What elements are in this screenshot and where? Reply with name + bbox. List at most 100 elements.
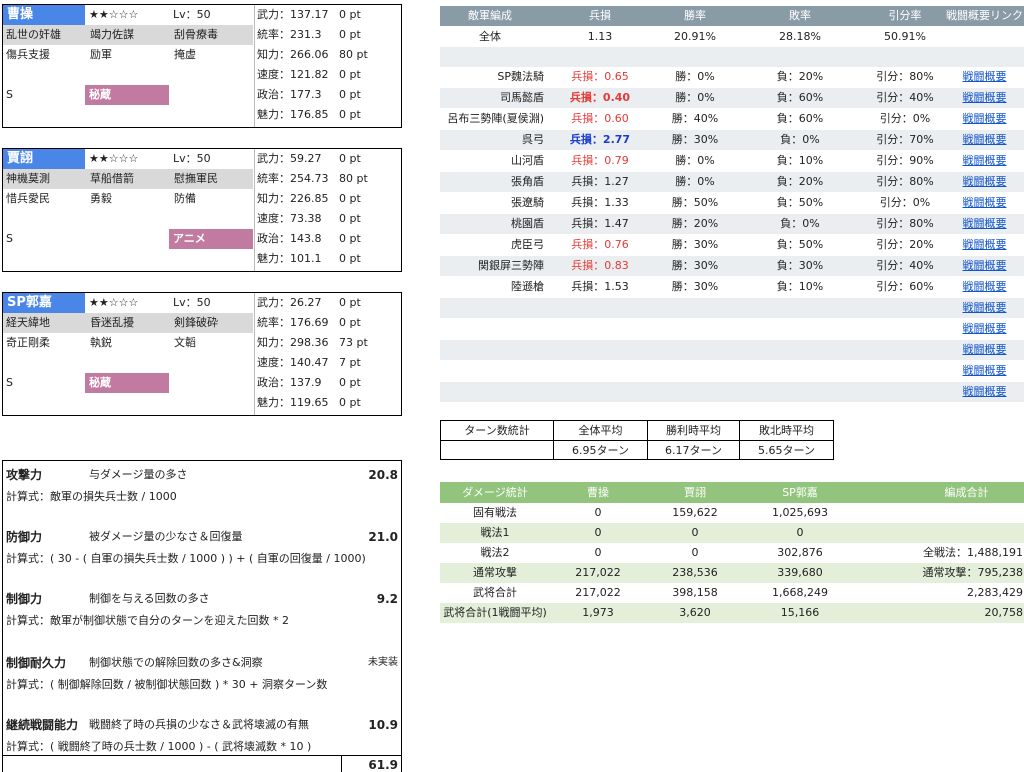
stat-label: 速度：140.47 <box>257 356 329 369</box>
damage-total: 全戦法：1,488,191 <box>923 546 1023 559</box>
damage-row: 通常攻撃 217,022 238,536 339,680 通常攻撃：795,23… <box>440 563 1024 583</box>
win-rate: 勝：0% <box>675 154 715 167</box>
battle-summary-link[interactable]: 戦闘概要 <box>962 259 1007 272</box>
metric-title: 攻撃力 <box>6 468 43 482</box>
turn-header-lose: 敗北時平均 <box>759 424 814 437</box>
stat-label: 知力：298.36 <box>257 336 329 349</box>
metric-title: 制御耐久力 <box>6 656 67 670</box>
damage-header-c2: 賈詡 <box>684 486 706 499</box>
damage-header-c1: 曹操 <box>587 486 609 499</box>
damage-c1: 217,022 <box>575 586 621 599</box>
damage-c3: 339,680 <box>777 566 823 579</box>
stat-label: 速度：121.82 <box>257 68 329 81</box>
damage-label: 武将合計(1戦闘平均) <box>443 606 547 619</box>
damage-label: 固有戦法 <box>473 506 517 519</box>
battle-summary-link[interactable]: 戦闘概要 <box>962 364 1007 377</box>
draw-rate: 引分：80% <box>876 217 934 230</box>
grade: S <box>6 88 13 101</box>
stat-points: 0 pt <box>339 108 361 121</box>
stat-label: 知力：266.06 <box>257 48 329 61</box>
battle-summary-link[interactable]: 戦闘概要 <box>962 175 1007 188</box>
stat-points: 0 pt <box>339 88 361 101</box>
skill-2: 草船借箭 <box>87 169 171 189</box>
stat-label: 武力：137.17 <box>257 8 329 21</box>
lose-rate: 負：60% <box>776 112 824 125</box>
stat-points: 80 pt <box>339 48 368 61</box>
turn-value-win: 6.17ターン <box>665 444 722 457</box>
damage-row: 武将合計 217,022 398,158 1,668,249 2,283,429 <box>440 583 1024 603</box>
lose-rate: 負：30% <box>776 259 824 272</box>
damage-c3: 15,166 <box>780 606 820 619</box>
skill-3: 刮骨療毒 <box>171 25 253 45</box>
battle-summary-link[interactable]: 戦闘概要 <box>962 91 1007 104</box>
stat-points: 0 pt <box>339 396 361 409</box>
lose-rate: 負：0% <box>780 217 820 230</box>
star-rating: ★★☆☆☆ <box>89 8 139 21</box>
level: Lv：50 <box>173 296 211 309</box>
damage-label: 戦法2 <box>480 546 510 559</box>
metric-title: 継続戦闘能力 <box>6 718 79 732</box>
metric-value: 20.8 <box>368 468 398 482</box>
stat-label: 統率：176.69 <box>257 316 329 329</box>
battle-summary-link[interactable]: 戦闘概要 <box>962 343 1007 356</box>
stat-points: 0 pt <box>339 28 361 41</box>
stat-label: 知力：226.85 <box>257 192 329 205</box>
win-rate: 勝：30% <box>671 133 719 146</box>
draw-rate: 引分：40% <box>876 91 934 104</box>
damage-c3: 0 <box>796 526 804 539</box>
win-rate: 勝：50% <box>671 196 719 209</box>
battle-row: 張角盾 兵損：1.27 勝：0% 負：20% 引分：80% 戦闘概要 <box>440 172 1024 192</box>
damage-c1: 1,973 <box>582 606 614 619</box>
lose-rate: 負：0% <box>780 133 820 146</box>
metric-value: 21.0 <box>368 530 398 544</box>
draw-rate: 引分：20% <box>876 238 934 251</box>
skill-2: 竭力佐謀 <box>87 25 171 45</box>
battle-row: 司馬懿盾 兵損：0.40 勝：0% 負：60% 引分：40% 戦闘概要 <box>440 88 1024 108</box>
loss-value: 兵損：1.47 <box>571 217 629 230</box>
stat-label: 政治：143.8 <box>257 232 322 245</box>
damage-c1: 217,022 <box>575 566 621 579</box>
metric-value: 10.9 <box>368 718 398 732</box>
lose-rate: 負：60% <box>776 91 824 104</box>
damage-c3: 1,025,693 <box>772 506 828 519</box>
turn-header-all: 全体平均 <box>578 424 623 437</box>
stat-points: 0 pt <box>339 152 361 165</box>
battle-summary-link[interactable]: 戦闘概要 <box>962 301 1007 314</box>
stat-points: 0 pt <box>339 68 361 81</box>
skill-2: 昏迷乱擾 <box>87 313 171 333</box>
battle-summary-link[interactable]: 戦闘概要 <box>962 196 1007 209</box>
battle-summary-link[interactable]: 戦闘概要 <box>962 280 1007 293</box>
damage-c1: 0 <box>594 526 602 539</box>
battle-summary-link[interactable]: 戦闘概要 <box>962 112 1007 125</box>
battle-summary-link[interactable]: 戦闘概要 <box>962 154 1007 167</box>
enemy-name: 山河盾 <box>511 154 544 167</box>
overall-win: 20.91% <box>674 30 716 43</box>
battle-row-empty: 戦闘概要 <box>440 382 1024 402</box>
metric-description: 戦闘終了時の兵損の少なさ＆武将壊滅の有無 <box>89 718 309 731</box>
badge: 秘蔵 <box>85 373 169 393</box>
battle-summary-link[interactable]: 戦闘概要 <box>962 133 1007 146</box>
damage-total <box>910 503 1024 523</box>
level: Lv：50 <box>173 8 211 21</box>
battle-summary-link[interactable]: 戦闘概要 <box>962 238 1007 251</box>
damage-row: 武将合計(1戦闘平均) 1,973 3,620 15,166 20,758 <box>440 603 1024 623</box>
battle-row: 呉弓 兵損：2.77 勝：30% 負：0% 引分：70% 戦闘概要 <box>440 130 1024 150</box>
stat-points: 0 pt <box>339 316 361 329</box>
loss-value: 兵損：0.60 <box>571 112 629 125</box>
battle-summary-link[interactable]: 戦闘概要 <box>962 322 1007 335</box>
battle-summary-link[interactable]: 戦闘概要 <box>962 385 1007 398</box>
star-rating: ★★☆☆☆ <box>89 152 139 165</box>
stat-points: 7 pt <box>339 356 361 369</box>
skill-5: 勇毅 <box>90 192 112 205</box>
battle-summary-link[interactable]: 戦闘概要 <box>962 217 1007 230</box>
win-rate: 勝：40% <box>671 112 719 125</box>
damage-header-label: ダメージ統計 <box>462 486 528 499</box>
battle-row: 関銀屏三勢陣 兵損：0.83 勝：30% 負：30% 引分：40% 戦闘概要 <box>440 256 1024 276</box>
loss-value: 兵損：0.40 <box>569 91 631 104</box>
battle-row: 呂布三勢陣(夏侯淵) 兵損：0.60 勝：40% 負：60% 引分：0% 戦闘概… <box>440 109 1024 129</box>
stat-label: 魅力：119.65 <box>257 396 329 409</box>
header-loss: 兵損 <box>589 9 611 22</box>
battle-summary-link[interactable]: 戦闘概要 <box>962 70 1007 83</box>
draw-rate: 引分：70% <box>876 133 934 146</box>
lose-rate: 負：50% <box>776 196 824 209</box>
